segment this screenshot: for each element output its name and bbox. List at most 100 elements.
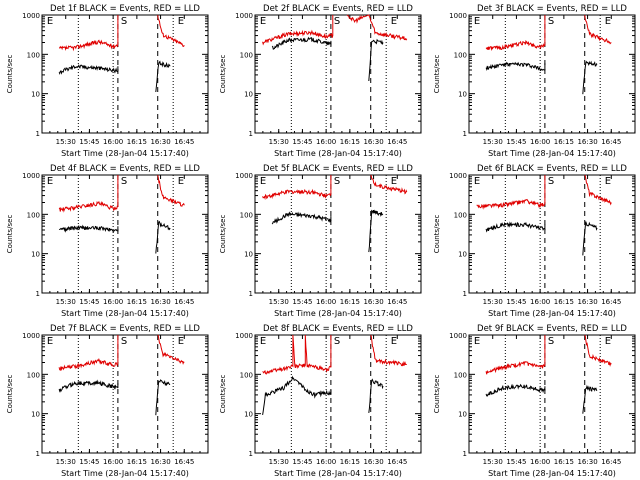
panel-det-9: Det 9f BLACK = Events, RED = LLD Counts/s… <box>433 324 636 478</box>
x-tick-label: 16:00 <box>103 138 123 146</box>
y-tick-label: 100 <box>454 371 467 379</box>
y-tick-label: 10 <box>244 411 253 419</box>
x-tick-label: 16:45 <box>601 298 621 306</box>
x-tick-label: 15:30 <box>269 298 289 306</box>
events-series-line <box>485 383 546 397</box>
x-tick-label: 16:00 <box>103 458 123 466</box>
x-axis-label: Start Time (28-Jan-04 15:17:40) <box>274 149 402 158</box>
y-tick-label: 10 <box>458 91 467 99</box>
x-tick-label: 15:30 <box>56 298 76 306</box>
x-tick-label: 16:30 <box>577 458 597 466</box>
y-tick-label: 100 <box>240 211 253 219</box>
y-axis-label: Counts/sec <box>433 55 441 94</box>
x-tick-label: 16:30 <box>363 138 383 146</box>
panel-title: Det 5f BLACK = Events, RED = LLD <box>263 164 413 174</box>
x-tick-label: 15:45 <box>292 458 312 466</box>
x-tick-label: 16:00 <box>530 298 550 306</box>
x-tick-label: 16:00 <box>103 298 123 306</box>
marker-letter: S <box>121 16 127 27</box>
x-tick-label: 16:15 <box>340 138 360 146</box>
x-tick-label: 15:30 <box>483 298 503 306</box>
marker-letter: S <box>121 336 127 347</box>
plot-frame <box>41 174 209 294</box>
x-tick-label: 15:30 <box>56 458 76 466</box>
panel-det-5: Det 5f BLACK = Events, RED = LLD Counts/s… <box>219 164 422 318</box>
y-tick-label: 100 <box>454 51 467 59</box>
panel-det-8: Det 8f BLACK = Events, RED = LLD Counts/s… <box>219 324 422 478</box>
marker-letter: S <box>548 16 554 27</box>
plot-frame <box>254 334 422 454</box>
plot-frame <box>254 14 422 134</box>
events-series-line <box>155 60 171 93</box>
plot-frame <box>41 14 209 134</box>
panel-det-1: Det 1f BLACK = Events, RED = LLD Counts/s… <box>6 4 209 158</box>
x-tick-label: 16:15 <box>340 458 360 466</box>
plot-frame <box>468 14 636 134</box>
lld-series-line <box>262 175 332 201</box>
panel-title: Det 8f BLACK = Events, RED = LLD <box>263 324 413 334</box>
lld-series-line <box>370 174 408 195</box>
x-axis-label: Start Time (28-Jan-04 15:17:40) <box>61 309 189 318</box>
marker-letter: E <box>260 176 266 187</box>
marker-letter: E <box>391 336 397 347</box>
plot-frame <box>254 174 422 294</box>
lld-series-line <box>584 174 612 206</box>
y-axis-label: Counts/sec <box>219 215 227 254</box>
x-tick-label: 15:45 <box>79 138 99 146</box>
lld-series-line <box>59 15 119 52</box>
y-tick-label: 1000 <box>22 332 40 340</box>
panel-title: Det 2f BLACK = Events, RED = LLD <box>263 4 413 14</box>
x-tick-label: 16:45 <box>174 298 194 306</box>
x-axis-label: Start Time (28-Jan-04 15:17:40) <box>274 469 402 478</box>
events-series-line <box>155 379 171 416</box>
y-tick-label: 1 <box>36 450 40 458</box>
marker-letter: E <box>474 176 480 187</box>
x-axis-label: Start Time (28-Jan-04 15:17:40) <box>488 309 616 318</box>
events-series-line <box>271 36 332 50</box>
y-tick-label: 1 <box>36 290 40 298</box>
marker-letter: E <box>47 336 53 347</box>
plot-frame <box>468 334 636 454</box>
y-axis-label: Counts/sec <box>433 215 441 254</box>
y-axis-label: Counts/sec <box>219 375 227 414</box>
plot-frame <box>468 174 636 294</box>
y-tick-label: 1000 <box>235 332 253 340</box>
x-tick-label: 16:15 <box>340 298 360 306</box>
x-tick-label: 16:15 <box>554 458 574 466</box>
y-axis-label: Counts/sec <box>219 55 227 94</box>
x-tick-label: 16:45 <box>174 138 194 146</box>
panel-det-4: Det 4f BLACK = Events, RED = LLD Counts/s… <box>6 164 209 318</box>
y-tick-label: 1 <box>36 130 40 138</box>
y-tick-label: 1 <box>463 130 467 138</box>
y-tick-label: 10 <box>458 411 467 419</box>
x-axis-label: Start Time (28-Jan-04 15:17:40) <box>61 149 189 158</box>
events-series-line <box>58 64 119 75</box>
lld-series-line <box>262 334 332 375</box>
x-tick-label: 15:30 <box>483 458 503 466</box>
x-tick-label: 16:45 <box>387 138 407 146</box>
marker-letter: S <box>334 336 340 347</box>
lld-series-line <box>485 15 546 52</box>
events-series-line <box>485 61 546 72</box>
y-axis-label: Counts/sec <box>6 215 14 254</box>
y-axis-label: Counts/sec <box>6 55 14 94</box>
x-tick-label: 16:00 <box>316 458 336 466</box>
x-tick-label: 16:45 <box>387 458 407 466</box>
y-tick-label: 1 <box>249 450 253 458</box>
y-tick-label: 1 <box>249 130 253 138</box>
x-tick-label: 15:30 <box>269 458 289 466</box>
x-tick-label: 16:15 <box>127 298 147 306</box>
y-tick-label: 1 <box>463 290 467 298</box>
x-tick-label: 16:30 <box>150 138 170 146</box>
x-tick-label: 16:00 <box>530 138 550 146</box>
panel-title: Det 1f BLACK = Events, RED = LLD <box>50 4 200 14</box>
marker-letter: E <box>47 176 53 187</box>
events-series-line <box>368 38 384 82</box>
x-tick-label: 16:45 <box>387 298 407 306</box>
x-axis-label: Start Time (28-Jan-04 15:17:40) <box>61 469 189 478</box>
x-tick-label: 16:00 <box>530 458 550 466</box>
marker-letter: S <box>548 176 554 187</box>
panel-det-7: Det 7f BLACK = Events, RED = LLD Counts/s… <box>6 324 209 478</box>
y-tick-label: 1000 <box>235 12 253 20</box>
